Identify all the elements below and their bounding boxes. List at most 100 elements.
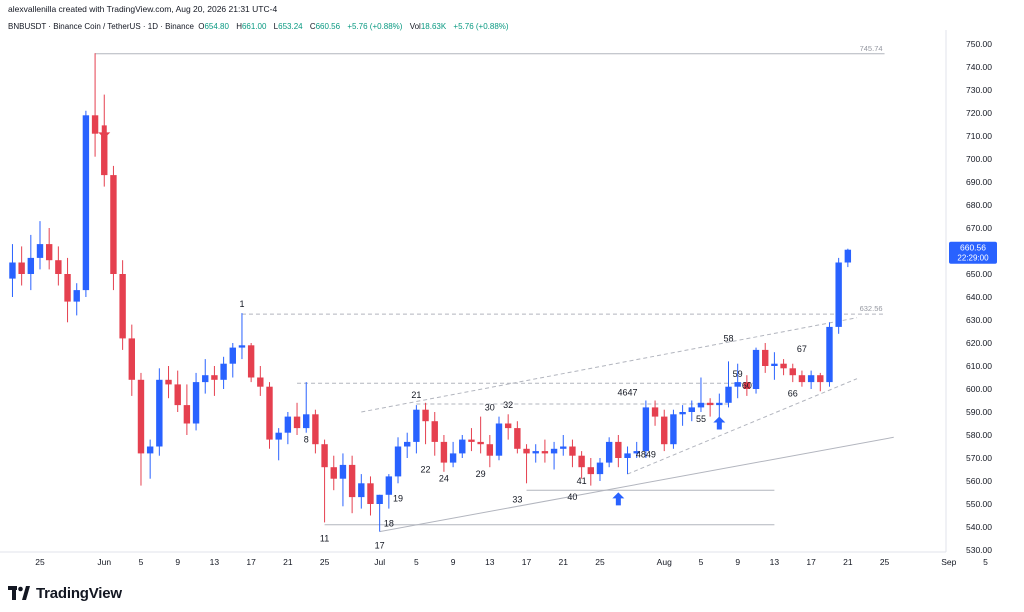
time-tick-label: Sep bbox=[941, 557, 956, 567]
candle bbox=[55, 246, 62, 286]
time-tick-label: 5 bbox=[414, 557, 419, 567]
candle bbox=[477, 416, 484, 454]
candle bbox=[826, 322, 833, 387]
price-axis[interactable]: 530.00 540.00 550.00 560.00 570.00 580.00 590.… bbox=[945, 30, 992, 555]
price-tick-label: 690.00 bbox=[966, 177, 992, 187]
arrow-up-icon bbox=[612, 492, 625, 506]
wave-label: 17 bbox=[375, 540, 385, 550]
tradingview-logo[interactable]: TradingView bbox=[8, 582, 122, 604]
candle bbox=[229, 343, 236, 378]
candle bbox=[688, 400, 695, 422]
candle bbox=[385, 474, 393, 509]
price-tick-label: 580.00 bbox=[966, 430, 992, 440]
candle bbox=[440, 435, 448, 472]
candle bbox=[725, 361, 732, 408]
wave-label: 8 bbox=[304, 435, 309, 445]
wave-label: 29 bbox=[476, 469, 486, 479]
candle-body bbox=[725, 386, 732, 403]
candle-body bbox=[165, 379, 172, 385]
candle-body bbox=[661, 416, 668, 445]
candle bbox=[633, 441, 640, 458]
legend-close-label: C bbox=[309, 22, 316, 31]
candle bbox=[284, 412, 292, 445]
candle bbox=[807, 370, 815, 389]
candle-body bbox=[385, 476, 393, 495]
wave-label: 60 bbox=[742, 381, 752, 391]
candle-body bbox=[679, 412, 686, 415]
candle bbox=[679, 405, 686, 426]
candle-body bbox=[64, 274, 71, 302]
arrow-up-icon bbox=[713, 416, 726, 430]
candle-body bbox=[330, 467, 337, 479]
candle bbox=[844, 248, 852, 268]
candle bbox=[596, 458, 604, 481]
candle bbox=[413, 405, 420, 454]
candle-body bbox=[376, 494, 383, 504]
candle-body bbox=[716, 402, 723, 406]
candle-body bbox=[752, 349, 760, 389]
candle bbox=[339, 453, 347, 507]
candle-body bbox=[624, 453, 631, 458]
candle-body bbox=[560, 446, 567, 449]
candle bbox=[743, 375, 751, 396]
candle bbox=[615, 435, 622, 468]
candle-body bbox=[541, 451, 549, 454]
candle-body bbox=[633, 451, 640, 454]
price-tick-label: 640.00 bbox=[966, 292, 992, 302]
candle bbox=[523, 444, 530, 484]
candle-body bbox=[238, 345, 246, 348]
wave-label: 4849 bbox=[636, 450, 656, 460]
candle bbox=[504, 414, 512, 440]
candle bbox=[110, 165, 117, 291]
candle bbox=[137, 372, 145, 486]
candle-body bbox=[532, 451, 539, 454]
candle-body bbox=[771, 363, 778, 366]
price-tick-label: 620.00 bbox=[966, 338, 992, 348]
legend-volume-change: +5.76 (+0.88%) bbox=[453, 22, 509, 31]
candle-body bbox=[128, 338, 135, 380]
wave-label: 33 bbox=[512, 494, 522, 504]
wave-label: 32 bbox=[503, 400, 513, 410]
candle bbox=[697, 377, 705, 412]
candle-body bbox=[596, 462, 604, 475]
candle bbox=[27, 234, 35, 291]
candle-body bbox=[835, 262, 842, 327]
time-tick-label: 21 bbox=[283, 557, 293, 567]
candle bbox=[275, 428, 282, 461]
symbol-title: BNBUSDT · Binance Coin / TetherUS · 1D ·… bbox=[8, 22, 195, 31]
candle-body bbox=[348, 464, 356, 498]
candle bbox=[495, 416, 503, 461]
candle bbox=[468, 428, 475, 452]
candle bbox=[624, 446, 631, 475]
candle bbox=[431, 412, 438, 456]
time-tick-label: Jul bbox=[374, 557, 385, 567]
candle bbox=[174, 370, 181, 412]
price-tick-label: 530.00 bbox=[966, 545, 992, 555]
candle bbox=[789, 363, 796, 383]
candle-body bbox=[550, 448, 558, 454]
candle-body bbox=[275, 432, 282, 440]
price-tick-label: 600.00 bbox=[966, 384, 992, 394]
candle-body bbox=[514, 428, 521, 449]
legend-close-value: 660.56 bbox=[315, 22, 341, 31]
candle-body bbox=[578, 455, 585, 468]
candle-body bbox=[459, 439, 466, 454]
time-tick-label: 17 bbox=[522, 557, 532, 567]
candle-body bbox=[312, 414, 319, 445]
wave-label: 18 bbox=[384, 519, 394, 529]
candle-body bbox=[431, 421, 438, 442]
candle bbox=[9, 244, 16, 297]
candle-body bbox=[45, 244, 53, 261]
level-price-label: 632.56 bbox=[860, 304, 883, 313]
time-axis[interactable]: 25 Jun 5 9 13 17 21 25 Jul 5 9 13 17 21 25 Aug 5 9 13 17 21 2… bbox=[0, 551, 988, 567]
candle-body bbox=[642, 407, 650, 452]
candle bbox=[358, 474, 365, 509]
candle bbox=[661, 409, 668, 452]
candle bbox=[587, 458, 594, 486]
candle bbox=[303, 382, 310, 433]
candle-body bbox=[293, 416, 301, 429]
candle-body bbox=[697, 402, 705, 408]
candle-body bbox=[202, 375, 209, 383]
